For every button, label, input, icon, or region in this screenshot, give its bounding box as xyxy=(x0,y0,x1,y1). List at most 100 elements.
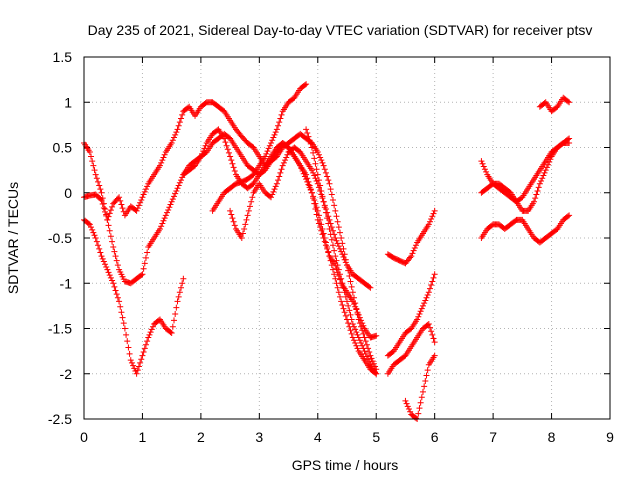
data-point xyxy=(130,362,137,369)
data-point xyxy=(346,307,353,314)
data-point xyxy=(134,205,141,212)
data-point xyxy=(405,406,412,413)
data-point xyxy=(423,372,430,379)
data-point xyxy=(301,173,308,180)
data-point xyxy=(325,213,332,220)
data-point xyxy=(238,235,245,241)
data-point xyxy=(161,151,168,158)
data-point xyxy=(173,129,180,136)
data-point xyxy=(299,168,306,175)
data-point xyxy=(92,171,99,178)
data-point xyxy=(229,160,236,167)
data-point xyxy=(308,167,315,174)
data-point xyxy=(322,169,329,176)
series-0 xyxy=(81,99,380,341)
data-point xyxy=(332,207,339,214)
data-point xyxy=(91,232,98,239)
data-point xyxy=(542,167,549,174)
data-point xyxy=(138,272,145,279)
data-point xyxy=(366,358,373,365)
data-point xyxy=(162,212,169,219)
data-point xyxy=(332,253,339,260)
data-point xyxy=(412,242,419,249)
data-point xyxy=(318,157,325,164)
data-point xyxy=(171,317,178,324)
data-point xyxy=(120,320,127,327)
y-tick-label-4: -0.5 xyxy=(48,230,72,246)
data-point xyxy=(100,200,107,207)
data-point xyxy=(117,303,124,310)
data-point xyxy=(283,154,290,161)
data-point xyxy=(118,201,125,208)
data-point xyxy=(142,186,149,193)
data-point xyxy=(317,187,324,194)
data-point xyxy=(224,146,231,153)
data-point xyxy=(275,122,282,129)
data-point xyxy=(536,180,543,187)
data-point xyxy=(174,298,181,305)
data-point xyxy=(341,309,348,316)
data-point xyxy=(168,139,175,146)
data-point xyxy=(341,256,348,263)
data-point xyxy=(175,182,182,189)
data-point xyxy=(102,261,109,268)
data-point xyxy=(329,242,336,249)
data-point xyxy=(356,320,363,327)
x-tick-label-2: 2 xyxy=(197,429,205,445)
series-8 xyxy=(384,271,438,359)
data-point xyxy=(425,289,432,296)
data-point xyxy=(546,158,553,165)
data-point xyxy=(317,154,324,161)
data-point xyxy=(271,131,278,138)
data-point xyxy=(362,338,369,345)
data-point xyxy=(332,275,339,282)
data-point xyxy=(169,323,176,330)
data-point xyxy=(270,188,277,195)
data-point xyxy=(142,341,149,348)
series-7 xyxy=(384,207,438,267)
data-point xyxy=(338,298,345,305)
chart-title: Day 235 of 2021, Sidereal Day-to-day VTE… xyxy=(88,22,593,38)
data-point xyxy=(329,196,336,203)
data-point xyxy=(231,168,238,175)
data-point xyxy=(249,194,256,201)
data-point xyxy=(141,260,148,267)
data-point xyxy=(362,350,369,357)
data-point xyxy=(243,216,250,223)
x-tick-label-0: 0 xyxy=(80,429,88,445)
data-point xyxy=(168,198,175,205)
data-point xyxy=(135,363,142,370)
data-point xyxy=(320,198,327,205)
data-point xyxy=(416,405,423,412)
data-point xyxy=(415,410,422,417)
data-point xyxy=(109,203,116,210)
data-point xyxy=(566,99,573,106)
data-point xyxy=(127,357,134,364)
data-point xyxy=(429,213,436,220)
data-point xyxy=(533,191,540,198)
data-point xyxy=(313,166,320,173)
data-point xyxy=(133,207,140,214)
data-point xyxy=(223,142,230,149)
data-point xyxy=(110,280,117,287)
data-point xyxy=(179,174,186,181)
data-point xyxy=(106,227,113,234)
y-tick-label-1: 1 xyxy=(64,94,72,110)
data-point xyxy=(425,221,432,228)
data-point xyxy=(429,331,436,338)
data-point xyxy=(227,153,234,160)
data-point xyxy=(334,262,341,269)
data-point xyxy=(342,293,349,300)
data-point xyxy=(425,320,432,327)
data-point xyxy=(424,367,431,374)
data-point xyxy=(277,115,284,122)
x-tick-label-9: 9 xyxy=(606,429,614,445)
data-point xyxy=(352,300,359,307)
data-point xyxy=(480,163,487,170)
data-point xyxy=(102,206,109,213)
data-point xyxy=(278,111,285,118)
data-point xyxy=(348,283,355,290)
series-10 xyxy=(402,352,438,422)
x-axis-label: GPS time / hours xyxy=(292,457,399,473)
data-point xyxy=(566,139,573,146)
